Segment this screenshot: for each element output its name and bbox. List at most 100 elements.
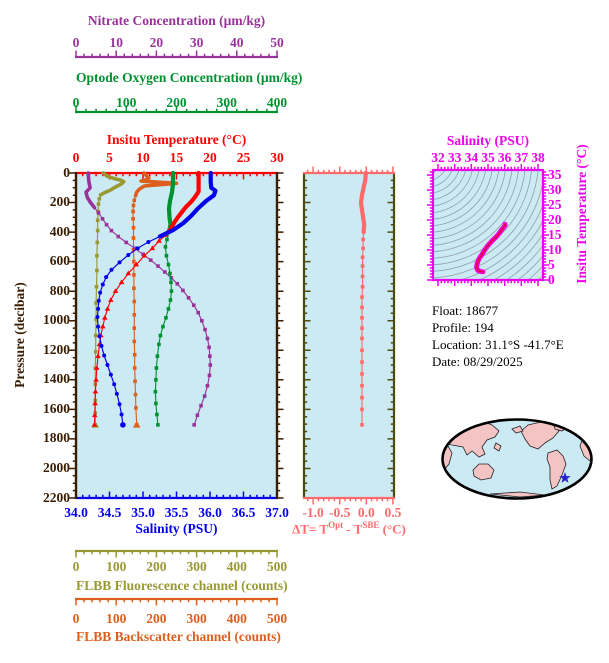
fluorescence-axis-title: FLBB Fluorescence channel (counts) <box>76 578 288 593</box>
tick-label: 37.0 <box>265 505 289 520</box>
tick-label: 0 <box>72 611 80 626</box>
date: Date: 08/29/2025 <box>432 354 523 369</box>
tick-label: 0 <box>548 271 555 287</box>
tick-label: 1000 <box>43 312 70 328</box>
location: Location: 31.1°S -41.7°E <box>432 337 564 352</box>
tick-label: 36.5 <box>231 505 256 520</box>
axis <box>75 491 278 500</box>
tick-label: 200 <box>49 194 70 210</box>
ts-salinity-title: Salinity (PSU) <box>446 133 530 148</box>
tick-label: 30 <box>270 150 284 165</box>
axis <box>75 50 278 59</box>
tick-label: 100 <box>106 559 127 574</box>
tick-label: 25 <box>548 196 562 212</box>
tick-label: 15 <box>169 150 184 165</box>
series-temperature <box>91 170 201 427</box>
tick-label: 500 <box>266 611 288 626</box>
delta-t-panel <box>302 166 396 505</box>
tick-label: 37 <box>514 150 529 165</box>
tick-label: 400 <box>266 95 288 110</box>
tick-label: 33 <box>447 150 462 165</box>
tick-label: 0.0 <box>357 505 375 520</box>
profile-number: Profile: 194 <box>432 320 494 335</box>
tick-label: 20 <box>548 211 562 227</box>
tick-label: 36.0 <box>198 505 222 520</box>
tick-label: 2200 <box>43 489 70 505</box>
tick-label: 300 <box>186 559 207 574</box>
tick-label: 100 <box>106 611 127 626</box>
tick-label: 0 <box>72 35 80 50</box>
float-info-block: Float: 18677 Profile: 194 Location: 31.1… <box>432 302 564 370</box>
tick-label: 35 <box>481 150 495 165</box>
axis <box>75 597 278 606</box>
tick-label: 15 <box>548 226 562 242</box>
series-backscatter <box>131 171 179 428</box>
tick-label: 34 <box>464 150 479 165</box>
salinity-axis-title: Salinity (PSU) <box>135 521 218 536</box>
series-salinity <box>95 170 218 428</box>
tick-label: 200 <box>146 559 167 574</box>
ts-temperature-title: Insitu Temperature (°C) <box>574 144 589 284</box>
tick-label: 5 <box>548 256 555 272</box>
tick-label: 30 <box>189 35 204 50</box>
tick-label: 0.5 <box>384 505 402 520</box>
tick-label: 200 <box>146 611 167 626</box>
tick-label: 0 <box>72 95 80 110</box>
oxygen-axis-title: Optode Oxygen Concentration (µm/kg) <box>76 70 303 85</box>
tick-label: 400 <box>226 611 247 626</box>
tick-label: 1600 <box>43 400 70 416</box>
series-oxygen <box>153 170 176 427</box>
tick-label: 38 <box>531 150 545 165</box>
tick-label: 800 <box>49 282 70 298</box>
tick-label: 2000 <box>43 459 70 475</box>
tick-label: 50 <box>270 35 284 50</box>
tick-label: 1800 <box>43 430 70 446</box>
nitrate-axis-title: Nitrate Concentration (µm/kg) <box>87 13 266 28</box>
tick-label: 500 <box>266 559 288 574</box>
backscatter-axis-title: FLBB Backscatter channel (counts) <box>76 629 281 644</box>
series-nitrate <box>84 171 213 427</box>
tick-label: 300 <box>186 611 207 626</box>
tick-label: 30 <box>548 181 562 197</box>
tick-label: 35.5 <box>164 505 189 520</box>
tick-label: 1200 <box>43 341 70 357</box>
tick-label: 400 <box>226 559 247 574</box>
ts-curve <box>474 221 508 275</box>
axis <box>75 105 278 114</box>
tick-label: 20 <box>149 35 164 50</box>
delta-t-axis-title: ΔT= TOpt - TSBE (°C) <box>292 520 406 537</box>
tick-label: 32 <box>431 150 445 165</box>
tick-label: 36 <box>497 150 512 165</box>
tick-label: 0 <box>72 559 80 574</box>
series-delta_t <box>358 170 368 427</box>
tick-label: 600 <box>49 253 70 269</box>
tick-label: -0.5 <box>328 505 351 520</box>
tick-label: 0 <box>72 150 80 165</box>
tick-label: 200 <box>166 95 187 110</box>
tick-label: 35 <box>548 166 562 182</box>
tick-label: 100 <box>116 95 137 110</box>
tick-label: 400 <box>49 223 70 239</box>
tick-label: 10 <box>548 241 562 257</box>
tick-label: 34.0 <box>64 505 88 520</box>
tick-label: 40 <box>230 35 244 50</box>
float-id: Float: 18677 <box>432 303 499 318</box>
tick-label: 1400 <box>43 371 70 387</box>
pressure-axis <box>69 172 284 499</box>
tick-label: 10 <box>136 150 150 165</box>
tick-label: -1.0 <box>302 505 324 520</box>
ts-panel <box>427 164 549 286</box>
axis <box>75 549 278 558</box>
tick-label: 300 <box>216 95 237 110</box>
tick-label: 5 <box>106 150 113 165</box>
tick-label: 0 <box>63 164 70 180</box>
float-location-star <box>559 472 571 483</box>
tick-label: 25 <box>236 150 251 165</box>
world-map <box>441 418 593 500</box>
tick-label: 34.5 <box>97 505 122 520</box>
tick-label: 10 <box>109 35 123 50</box>
temperature-axis-title: Insitu Temperature (°C) <box>106 132 247 147</box>
tick-label: 35.0 <box>131 505 155 520</box>
